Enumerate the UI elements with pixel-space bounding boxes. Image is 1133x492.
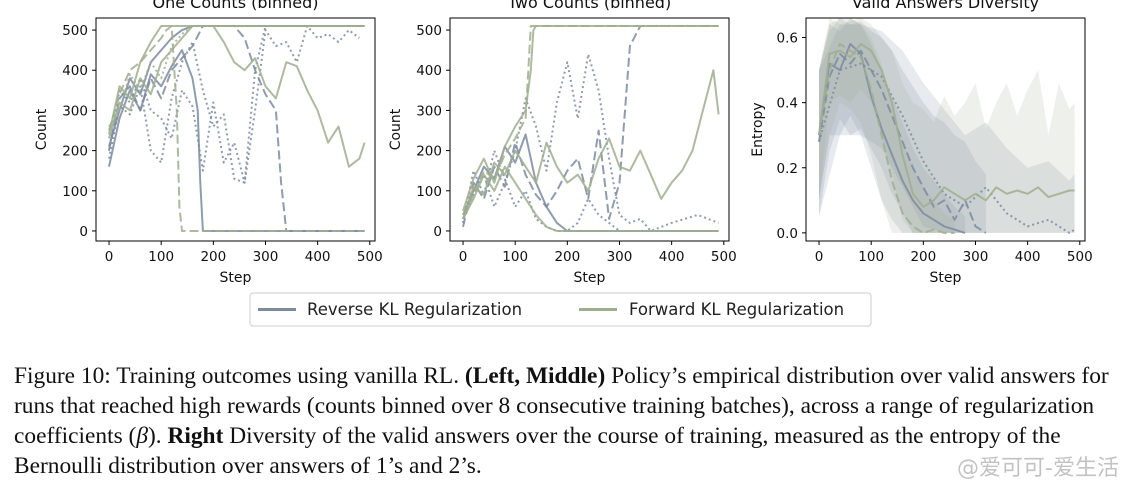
x-tick-label: 400 xyxy=(1015,249,1041,265)
series-line xyxy=(108,25,308,184)
caption-bold-right: Right xyxy=(167,423,224,449)
x-tick-label: 200 xyxy=(554,249,580,265)
caption-text-2: Policy’s empirical distribution over val… xyxy=(14,363,1109,449)
chart-title: One Counts (binned) xyxy=(153,0,319,12)
diversity-axes: Valid Answers Diversity 0 100 200 300 400 500 0… xyxy=(750,0,1093,286)
x-tick-label: 0 xyxy=(815,249,824,265)
legend-label-forward-kl: Forward KL Regularization xyxy=(629,300,844,319)
caption-text-4: Diversity of the valid answers over the … xyxy=(14,423,1061,479)
caption-text-1: Training outcomes using vanilla RL. xyxy=(110,363,465,389)
series-line xyxy=(108,25,365,232)
watermark: @爱可可-爱生活 xyxy=(957,456,1119,481)
chart-title: Two Counts (binned) xyxy=(507,0,671,12)
x-axis-label: Step xyxy=(574,270,606,286)
series-line xyxy=(818,43,1075,208)
y-tick-label: 300 xyxy=(416,103,442,119)
y-tick-label: 0 xyxy=(79,224,88,240)
series-line xyxy=(462,69,720,220)
x-tick-label: 100 xyxy=(858,249,884,265)
x-tick-label: 0 xyxy=(459,249,468,265)
series-line xyxy=(818,43,955,234)
x-tick-label: 400 xyxy=(305,249,331,265)
legend-box xyxy=(249,292,872,327)
chart-title: Valid Answers Diversity xyxy=(852,0,1039,12)
plot-area xyxy=(462,25,720,232)
series-line xyxy=(108,25,361,184)
series-line xyxy=(462,25,719,216)
y-tick-label: 0.2 xyxy=(777,161,798,177)
x-tick-label: 500 xyxy=(711,249,737,265)
series-line xyxy=(108,25,365,135)
x-axis-label: Step xyxy=(930,270,962,286)
confidence-band xyxy=(819,18,986,233)
y-tick-label: 500 xyxy=(62,23,88,39)
confidence-band xyxy=(819,18,966,233)
one-counts-axes: One Counts (binned) 0 100 200 300 400 500 0 100 2… xyxy=(34,0,383,286)
figure-panels: One Counts (binned) 0 100 200 300 400 500 0 100 2… xyxy=(34,0,1093,327)
legend: Reverse KL Regularization Forward KL Reg… xyxy=(249,292,872,327)
x-tick-label: 100 xyxy=(148,249,174,265)
y-tick-label: 0 xyxy=(433,224,442,240)
axes-frame xyxy=(95,17,376,242)
x-tick-label: 300 xyxy=(253,249,279,265)
axes-frame xyxy=(449,17,730,242)
legend-label-reverse-kl: Reverse KL Regularization xyxy=(307,300,522,319)
x-tick-label: 200 xyxy=(200,249,226,265)
series-line xyxy=(462,165,719,232)
x-tick-label: 300 xyxy=(963,249,989,265)
y-tick-label: 400 xyxy=(416,63,442,79)
y-tick-label: 300 xyxy=(62,103,88,119)
y-tick-label: 0.0 xyxy=(777,226,798,242)
y-axis-label: Entropy xyxy=(750,102,766,156)
plot-area xyxy=(818,18,1076,234)
y-tick-label: 100 xyxy=(416,184,442,200)
confidence-band xyxy=(819,18,955,233)
y-tick-label: 200 xyxy=(416,144,442,160)
caption-beta: β xyxy=(136,423,148,449)
axes-frame xyxy=(805,17,1086,242)
x-tick-label: 100 xyxy=(502,249,528,265)
x-tick-label: 0 xyxy=(105,249,114,265)
y-tick-label: 200 xyxy=(62,144,88,160)
y-tick-label: 0.6 xyxy=(777,31,798,47)
series-line xyxy=(108,49,365,232)
series-line xyxy=(818,62,1076,234)
y-tick-label: 500 xyxy=(416,23,442,39)
two-counts-axes: Two Counts (binned) 0 100 200 300 400 500 0 100 2… xyxy=(388,0,737,286)
series-line xyxy=(108,25,365,232)
y-axis-label: Count xyxy=(34,108,50,150)
x-tick-label: 400 xyxy=(659,249,685,265)
y-tick-label: 100 xyxy=(62,184,88,200)
caption-text-3: ). xyxy=(147,423,168,449)
series-line xyxy=(818,49,987,234)
caption-bold-left-middle: (Left, Middle) xyxy=(464,363,606,389)
y-tick-label: 0.4 xyxy=(777,96,798,112)
x-tick-label: 500 xyxy=(1067,249,1093,265)
x-tick-label: 300 xyxy=(607,249,633,265)
series-line xyxy=(462,53,719,232)
y-tick-label: 400 xyxy=(62,63,88,79)
plot-area xyxy=(108,25,366,232)
figure-label: Figure 10: xyxy=(14,363,111,389)
series-line xyxy=(818,43,966,234)
x-axis-label: Step xyxy=(220,270,252,286)
figure-caption: Figure 10: Training outcomes using vanil… xyxy=(14,361,1120,481)
series-line xyxy=(462,25,719,228)
series-line xyxy=(108,25,366,168)
series-line xyxy=(108,25,266,128)
x-tick-label: 200 xyxy=(910,249,936,265)
y-axis-label: Count xyxy=(388,108,404,150)
x-tick-label: 500 xyxy=(357,249,383,265)
